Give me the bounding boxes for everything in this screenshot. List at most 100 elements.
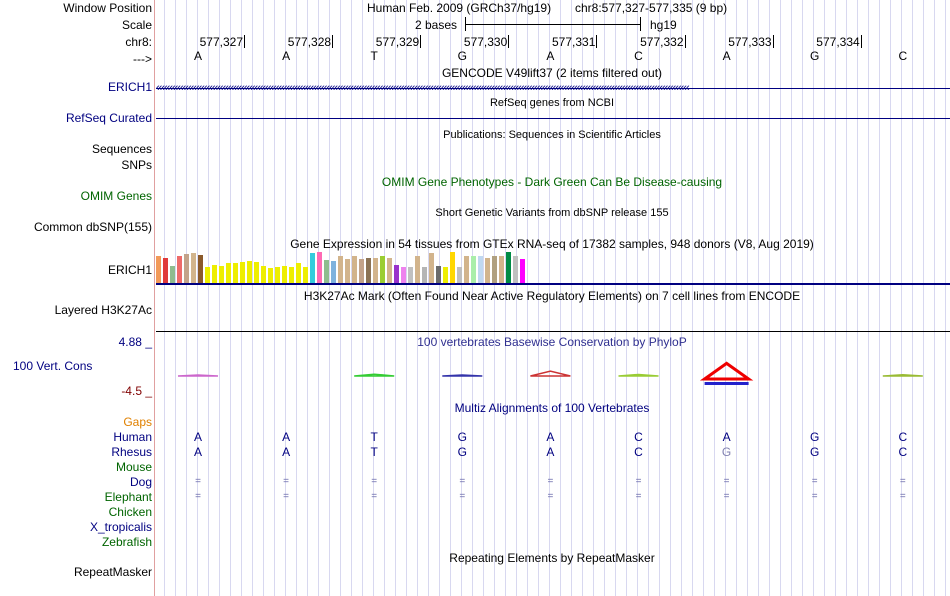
gtex-tissue-bar[interactable] xyxy=(163,258,168,283)
gtex-tissue-bar[interactable] xyxy=(520,259,525,283)
track-label-omim[interactable]: OMIM Genes xyxy=(80,189,152,203)
phylop-conservation-plot[interactable] xyxy=(0,340,950,400)
refseq-gene-line[interactable] xyxy=(156,118,950,119)
gtex-tissue-bar[interactable] xyxy=(457,267,462,283)
gtex-tissue-bar[interactable] xyxy=(289,267,294,283)
species-label[interactable]: Mouse xyxy=(115,460,152,474)
ruler-position: 577,333 xyxy=(728,35,772,49)
ruler-tick xyxy=(684,35,686,48)
grid-line xyxy=(560,0,561,596)
gtex-tissue-bar[interactable] xyxy=(359,259,364,283)
track-label-repeatmasker[interactable]: RepeatMasker xyxy=(73,565,152,579)
grid-line xyxy=(428,0,429,596)
erich1-gene-feature[interactable]: ‹‹‹‹‹‹‹‹‹‹‹‹‹‹‹‹‹‹‹‹‹‹‹‹‹‹‹‹‹‹‹‹‹‹‹‹‹‹‹‹… xyxy=(156,81,950,95)
track-label-phylop[interactable]: 100 Vert. Cons xyxy=(13,359,93,373)
gtex-tissue-bar[interactable] xyxy=(226,263,231,283)
track-label-sequences[interactable]: Sequences xyxy=(91,142,152,156)
gtex-tissue-bar[interactable] xyxy=(198,255,203,283)
gtex-tissue-bar[interactable] xyxy=(394,265,399,283)
gtex-tissue-bar[interactable] xyxy=(345,259,350,283)
gtex-tissue-bar[interactable] xyxy=(317,252,322,283)
gtex-tissue-bar[interactable] xyxy=(296,263,301,283)
species-label[interactable]: Elephant xyxy=(104,490,152,504)
gtex-tissue-bar[interactable] xyxy=(415,256,420,283)
gtex-tissue-bar[interactable] xyxy=(331,261,336,283)
species-label[interactable]: Zebrafish xyxy=(101,535,152,549)
gtex-tissue-bar[interactable] xyxy=(401,267,406,283)
dbsnp-track-title: Short Genetic Variants from dbSNP releas… xyxy=(435,207,669,219)
alignment-base: = xyxy=(899,491,906,502)
track-label-gaps[interactable]: Gaps xyxy=(123,415,152,429)
gtex-tissue-bar[interactable] xyxy=(436,266,441,283)
gtex-tissue-bar[interactable] xyxy=(478,256,483,283)
gtex-tissue-bar[interactable] xyxy=(261,266,266,283)
gtex-tissue-bar[interactable] xyxy=(275,267,280,283)
gtex-tissue-bar[interactable] xyxy=(338,256,343,283)
gtex-tissue-bar[interactable] xyxy=(212,265,217,283)
gtex-expression-bars[interactable] xyxy=(156,252,536,283)
species-label[interactable]: Rhesus xyxy=(111,445,152,459)
gtex-tissue-bar[interactable] xyxy=(205,267,210,283)
gtex-tissue-bar[interactable] xyxy=(219,266,224,283)
grid-line xyxy=(736,0,737,596)
species-label[interactable]: Human xyxy=(113,430,152,444)
species-label[interactable]: Chicken xyxy=(108,505,152,519)
grid-line xyxy=(681,0,682,596)
gtex-tissue-bar[interactable] xyxy=(233,263,238,283)
gtex-tissue-bar[interactable] xyxy=(499,256,504,283)
gtex-tissue-bar[interactable] xyxy=(247,261,252,283)
grid-line xyxy=(252,0,253,596)
gtex-tissue-bar[interactable] xyxy=(268,268,273,283)
gtex-tissue-bar[interactable] xyxy=(310,253,315,283)
alignment-base: = xyxy=(723,476,730,487)
track-label-snps[interactable]: SNPs xyxy=(121,158,152,172)
gtex-tissue-bar[interactable] xyxy=(387,258,392,283)
alignment-base: = xyxy=(195,476,201,487)
gtex-tissue-bar[interactable] xyxy=(429,253,434,283)
gtex-tissue-bar[interactable] xyxy=(471,256,476,283)
phylop-track-title: 100 vertebrates Basewise Conservation by… xyxy=(417,335,687,349)
gtex-tissue-bar[interactable] xyxy=(492,256,497,283)
gtex-tissue-bar[interactable] xyxy=(450,252,455,283)
track-label-erich1[interactable]: ERICH1 xyxy=(107,80,152,94)
gtex-tissue-bar[interactable] xyxy=(485,258,490,283)
grid-line xyxy=(846,0,847,596)
species-label[interactable]: X_tropicalis xyxy=(89,520,152,534)
ruler-position: 577,329 xyxy=(375,35,420,49)
grid-line xyxy=(461,0,462,596)
gtex-tissue-bar[interactable] xyxy=(184,254,189,283)
gtex-tissue-bar[interactable] xyxy=(303,267,308,283)
gtex-tissue-bar[interactable] xyxy=(408,267,413,283)
gtex-tissue-bar[interactable] xyxy=(373,258,378,283)
gtex-tissue-bar[interactable] xyxy=(170,266,175,283)
grid-line xyxy=(648,0,649,596)
gtex-tissue-bar[interactable] xyxy=(324,260,329,283)
grid-line xyxy=(164,0,165,596)
gtex-tissue-bar[interactable] xyxy=(506,252,511,283)
species-label[interactable]: Dog xyxy=(129,475,152,489)
track-label-dbsnp[interactable]: Common dbSNP(155) xyxy=(33,220,152,234)
gtex-tissue-bar[interactable] xyxy=(366,258,371,283)
track-label-refseq[interactable]: RefSeq Curated xyxy=(65,111,152,125)
scale-label: Scale xyxy=(121,18,152,32)
phylop-mark xyxy=(177,374,219,377)
gtex-tissue-bar[interactable] xyxy=(443,267,448,283)
gtex-tissue-bar[interactable] xyxy=(254,262,259,283)
alignment-base: A xyxy=(193,445,203,459)
track-label-h3k27ac[interactable]: Layered H3K27Ac xyxy=(54,303,152,317)
gtex-tissue-bar[interactable] xyxy=(380,256,385,283)
gtex-tissue-bar[interactable] xyxy=(352,256,357,283)
alignment-base: G xyxy=(721,445,732,459)
gtex-tissue-bar[interactable] xyxy=(156,256,161,283)
gtex-tissue-bar[interactable] xyxy=(422,267,427,283)
track-label-gtex[interactable]: ERICH1 xyxy=(107,263,152,277)
grid-line xyxy=(879,0,880,596)
gtex-tissue-bar[interactable] xyxy=(513,256,518,283)
gtex-tissue-bar[interactable] xyxy=(240,262,245,283)
gtex-tissue-bar[interactable] xyxy=(191,253,196,283)
gtex-tissue-bar[interactable] xyxy=(177,256,182,283)
gtex-tissue-bar[interactable] xyxy=(464,256,469,283)
gtex-tissue-bar[interactable] xyxy=(282,266,287,283)
alignment-base: A xyxy=(546,445,555,459)
grid-line xyxy=(329,0,330,596)
